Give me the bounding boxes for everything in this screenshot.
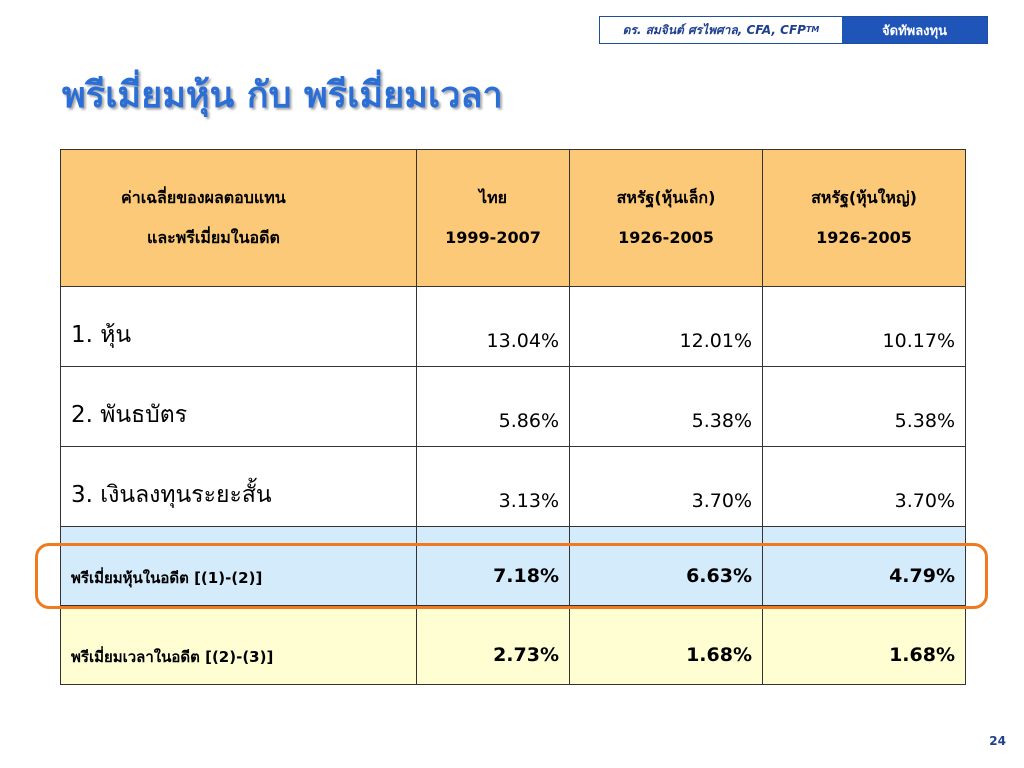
cell-value: 3.70% [569, 446, 763, 527]
cell-value: 12.01% [569, 286, 763, 367]
slide-title: พรีเมี่ยมหุ้น กับ พรีเมี่ยมเวลา [62, 75, 503, 116]
cell-value: 13.04% [416, 286, 570, 367]
cell-value: 3.13% [416, 446, 570, 527]
header-us-small-cap-period: 1926-2005 [618, 228, 714, 247]
cell-value: 3.70% [762, 446, 966, 527]
table-row-stocks: 1. หุ้น 13.04% 12.01% 10.17% [60, 286, 966, 367]
header-metric: ค่าเฉลี่ยของผลตอบแทน และพรีเมี่ยมในอดีต [60, 149, 417, 287]
cell-value: 4.79% [762, 526, 966, 606]
author-name: ดร. สมจินต์ ศรไพศาล, CFA, CFP [622, 22, 806, 37]
cell-value: 5.86% [416, 366, 570, 447]
row-label: 1. หุ้น [60, 286, 417, 367]
header-metric-line1: ค่าเฉลี่ยของผลตอบแทน [121, 188, 286, 207]
cell-value: 7.18% [416, 526, 570, 606]
header-us-large-cap-name: สหรัฐ(หุ้นใหญ่) [811, 188, 917, 207]
row-label: พรีเมี่ยมหุ้นในอดีต [(1)-(2)] [60, 526, 417, 606]
table-header-row: ค่าเฉลี่ยของผลตอบแทน และพรีเมี่ยมในอดีต … [60, 149, 966, 287]
row-label: 3. เงินลงทุนระยะสั้น [60, 446, 417, 527]
page-number: 24 [989, 734, 1006, 748]
row-label: พรีเมี่ยมเวลาในอดีต [(2)-(3)] [60, 605, 417, 685]
cell-value: 5.38% [569, 366, 763, 447]
header-thailand-period: 1999-2007 [445, 228, 541, 247]
header-thailand: ไทย 1999-2007 [416, 149, 570, 287]
table-row-bonds: 2. พันธบัตร 5.86% 5.38% 5.38% [60, 366, 966, 447]
cell-value: 1.68% [762, 605, 966, 685]
header-us-large-cap: สหรัฐ(หุ้นใหญ่) 1926-2005 [762, 149, 966, 287]
cell-value: 10.17% [762, 286, 966, 367]
table-row-short-term: 3. เงินลงทุนระยะสั้น 3.13% 3.70% 3.70% [60, 446, 966, 527]
header-us-large-cap-period: 1926-2005 [816, 228, 912, 247]
header-metric-line2: และพรีเมี่ยมในอดีต [147, 228, 280, 247]
cell-value: 5.38% [762, 366, 966, 447]
cell-value: 2.73% [416, 605, 570, 685]
returns-table: ค่าเฉลี่ยของผลตอบแทน และพรีเมี่ยมในอดีต … [60, 149, 966, 685]
header-tag: ดร. สมจินต์ ศรไพศาล, CFA, CFP TM จัดทัพลง… [599, 16, 988, 44]
author-credit: ดร. สมจินต์ ศรไพศาล, CFA, CFP TM [600, 17, 842, 43]
table-row-equity-premium: พรีเมี่ยมหุ้นในอดีต [(1)-(2)] 7.18% 6.63… [60, 526, 966, 606]
table-row-time-premium: พรีเมี่ยมเวลาในอดีต [(2)-(3)] 2.73% 1.68… [60, 605, 966, 685]
section-tag: จัดทัพลงทุน [842, 17, 987, 43]
row-label: 2. พันธบัตร [60, 366, 417, 447]
header-us-small-cap: สหรัฐ(หุ้นเล็ก) 1926-2005 [569, 149, 763, 287]
cell-value: 1.68% [569, 605, 763, 685]
header-thailand-name: ไทย [479, 188, 507, 207]
header-us-small-cap-name: สหรัฐ(หุ้นเล็ก) [616, 188, 716, 207]
cell-value: 6.63% [569, 526, 763, 606]
